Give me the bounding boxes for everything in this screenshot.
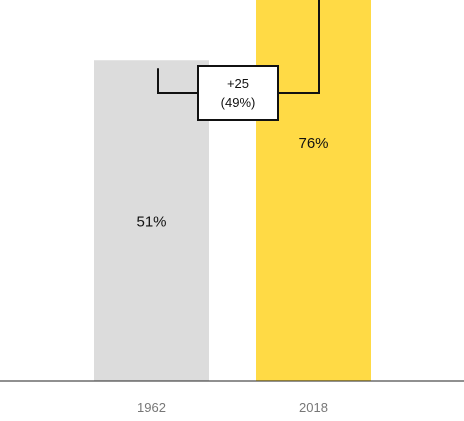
bar-1962 [94,60,209,382]
x-tick-2018: 2018 [299,400,328,415]
difference-connector: +25 (49%) [157,0,320,121]
x-tick-1962: 1962 [137,400,166,415]
value-label-2018: 76% [298,135,328,152]
bars-group: 51% 1962 76% 2018 [94,0,371,415]
difference-value: +25 [227,76,249,91]
difference-percent: (49%) [221,95,256,110]
value-label-1962: 51% [136,214,166,231]
difference-box [197,65,279,121]
bar-2018 [256,0,371,382]
